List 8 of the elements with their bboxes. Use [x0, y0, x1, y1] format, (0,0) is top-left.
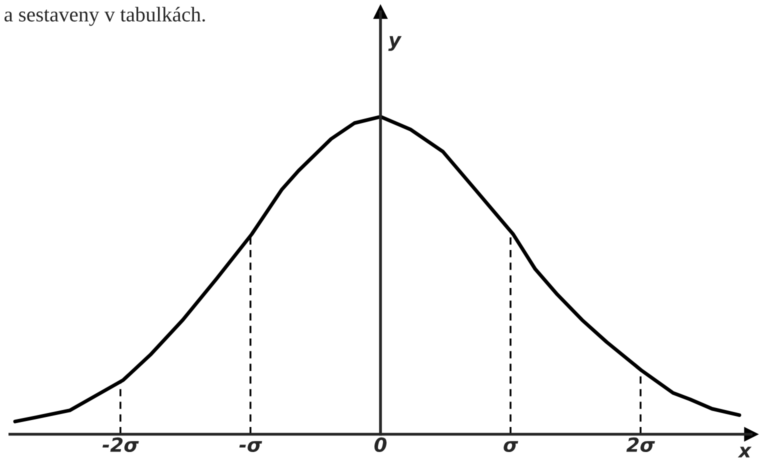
x-tick-label: 0: [374, 437, 387, 452]
x-tick-label: 2σ: [626, 437, 655, 452]
x-tick-label: -2σ: [102, 437, 139, 452]
x-tick-label: σ: [504, 441, 518, 452]
text: a sestaveny v tabulkách.: [4, 6, 205, 26]
x-tick-label: -σ: [239, 441, 262, 452]
x-axis-title: x: [738, 446, 752, 458]
y-axis-title: y: [388, 36, 402, 51]
